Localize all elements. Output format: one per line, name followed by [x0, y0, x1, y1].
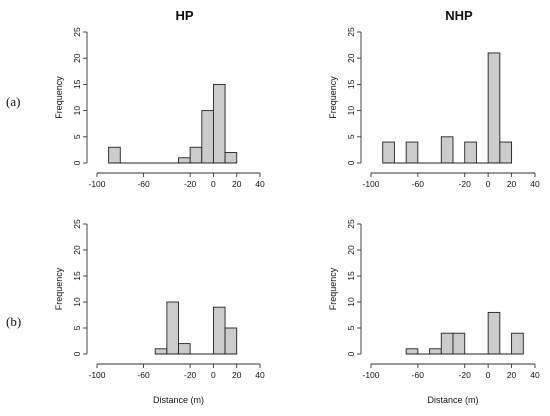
y-tick-label: 10 — [346, 297, 356, 307]
histogram-bar — [452, 332, 466, 355]
x-tick-label: -100 — [362, 179, 379, 189]
y-axis-label: Frequency — [328, 267, 338, 310]
x-tick-label: -100 — [88, 179, 105, 189]
y-tick-label: 15 — [346, 79, 356, 89]
y-tick-label: 20 — [72, 53, 82, 63]
x-tick-label: -60 — [137, 179, 150, 189]
panel-title: HP — [175, 8, 193, 23]
x-tick-label: 0 — [486, 179, 491, 189]
x-tick-label: -100 — [88, 370, 105, 380]
histogram-bar — [487, 52, 501, 164]
x-axis: -100 -60 -20 0 20 40 Distance (m) — [362, 363, 540, 405]
y-axis-label: Frequency — [54, 76, 64, 119]
y-tick-label: 20 — [72, 245, 82, 255]
x-tick-label: 0 — [486, 370, 491, 380]
histogram-bar — [429, 348, 442, 355]
x-tick-label: 20 — [232, 179, 242, 189]
x-tick-label: 40 — [255, 179, 265, 189]
x-tick-label: 40 — [255, 370, 265, 380]
histogram-bar — [382, 141, 395, 164]
x-tick-label: 0 — [211, 179, 216, 189]
y-tick-label: 0 — [346, 351, 356, 356]
x-tick-label: -20 — [184, 179, 197, 189]
x-tick-label: -60 — [412, 179, 425, 189]
y-axis: 0 5 10 15 20 25 Frequency — [328, 27, 362, 165]
x-tick-label: 20 — [232, 370, 242, 380]
panel-b-NHP: 0 5 10 15 20 25 Frequency -100 -60 -20 0 20 40 Distan… — [328, 219, 540, 405]
histogram-bar — [166, 301, 179, 355]
histogram-bar — [224, 327, 238, 355]
x-tick-label: 0 — [211, 370, 216, 380]
x-axis: -100 -60 -20 0 20 40 Distance (m) — [88, 363, 265, 405]
y-tick-label: 15 — [346, 271, 356, 281]
y-tick-label: 10 — [72, 106, 82, 116]
histogram-bar — [154, 348, 168, 355]
x-tick-label: -60 — [412, 370, 425, 380]
y-tick-label: 20 — [346, 245, 356, 255]
y-tick-label: 20 — [346, 53, 356, 63]
panel-b-HP: 0 5 10 15 20 25 Frequency -100 -60 -20 0 20 40 Distan… — [54, 219, 265, 405]
y-tick-label: 25 — [346, 27, 356, 37]
x-tick-label: 20 — [507, 179, 517, 189]
histogram-bar — [178, 157, 191, 164]
histogram-bar — [499, 141, 513, 164]
y-tick-label: 10 — [346, 106, 356, 116]
x-axis-label: Distance (m) — [427, 395, 478, 405]
y-tick-label: 5 — [346, 325, 356, 330]
x-tick-label: -20 — [459, 370, 472, 380]
histogram-bar — [189, 146, 203, 164]
svg-text:(b): (b) — [6, 314, 21, 329]
y-tick-label: 0 — [72, 351, 82, 356]
panels: HP 0 5 10 15 20 25 Frequency -100 -60 -20 0 20 40 NHP 0… — [54, 8, 540, 405]
row-label-a: (a) — [6, 94, 20, 109]
histogram-bar — [405, 348, 419, 355]
y-tick-label: 5 — [72, 325, 82, 330]
y-tick-label: 5 — [72, 134, 82, 139]
y-axis: 0 5 10 15 20 25 Frequency — [54, 27, 88, 165]
y-axis: 0 5 10 15 20 25 Frequency — [328, 219, 362, 356]
histogram-bar — [405, 141, 419, 164]
x-tick-label: -60 — [137, 370, 150, 380]
y-tick-label: 25 — [72, 27, 82, 37]
svg-text:(a): (a) — [6, 94, 20, 109]
histogram-bar — [511, 332, 524, 355]
histogram-bar — [212, 306, 226, 355]
panel-a-NHP: NHP 0 5 10 15 20 25 Frequency -100 -60 -20 0 20 40 — [328, 8, 540, 189]
y-tick-label: 25 — [72, 219, 82, 229]
y-axis: 0 5 10 15 20 25 Frequency — [54, 219, 88, 356]
histogram-bar — [212, 83, 226, 164]
y-tick-label: 15 — [72, 79, 82, 89]
histogram-bar — [224, 152, 238, 164]
histogram-bar — [440, 136, 454, 164]
y-tick-label: 15 — [72, 271, 82, 281]
x-tick-label: 40 — [530, 179, 540, 189]
x-tick-label: -100 — [362, 370, 379, 380]
y-axis-label: Frequency — [54, 267, 64, 310]
x-tick-label: 40 — [530, 370, 540, 380]
histogram-bar — [487, 311, 501, 355]
y-tick-label: 10 — [72, 297, 82, 307]
histogram-bar — [440, 332, 454, 355]
row-label-b: (b) — [6, 314, 21, 329]
y-tick-label: 0 — [346, 160, 356, 165]
y-tick-label: 25 — [346, 219, 356, 229]
x-axis: -100 -60 -20 0 20 40 — [362, 172, 540, 189]
histogram-bar — [201, 110, 214, 164]
x-axis: -100 -60 -20 0 20 40 — [88, 172, 265, 189]
y-tick-label: 5 — [346, 134, 356, 139]
y-axis-label: Frequency — [328, 76, 338, 119]
histogram-bar — [464, 141, 477, 164]
histogram-bar — [108, 146, 121, 164]
x-tick-label: -20 — [184, 370, 197, 380]
x-tick-label: -20 — [459, 179, 472, 189]
x-axis-label: Distance (m) — [153, 395, 204, 405]
x-tick-label: 20 — [507, 370, 517, 380]
y-tick-label: 0 — [72, 160, 82, 165]
panel-title: NHP — [445, 8, 473, 23]
panel-a-HP: HP 0 5 10 15 20 25 Frequency -100 -60 -20 0 20 40 — [54, 8, 265, 189]
histogram-bar — [178, 343, 191, 355]
